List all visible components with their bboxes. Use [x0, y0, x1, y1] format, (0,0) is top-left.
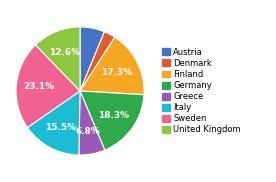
Wedge shape — [80, 37, 144, 95]
Text: 18.3%: 18.3% — [99, 110, 129, 120]
Text: 15.5%: 15.5% — [45, 123, 76, 132]
Wedge shape — [80, 91, 144, 150]
Wedge shape — [79, 91, 105, 155]
Text: 17.3%: 17.3% — [102, 68, 133, 77]
Legend: Austria, Denmark, Finland, Germany, Greece, Italy, Sweden, United Kingdom: Austria, Denmark, Finland, Germany, Gree… — [161, 47, 242, 135]
Text: 6.8%: 6.8% — [75, 127, 100, 136]
Wedge shape — [36, 27, 80, 91]
Wedge shape — [27, 91, 80, 155]
Text: 23.1%: 23.1% — [23, 82, 54, 91]
Wedge shape — [80, 27, 104, 91]
Wedge shape — [16, 45, 80, 128]
Text: 12.6%: 12.6% — [49, 48, 80, 57]
Wedge shape — [80, 32, 115, 91]
